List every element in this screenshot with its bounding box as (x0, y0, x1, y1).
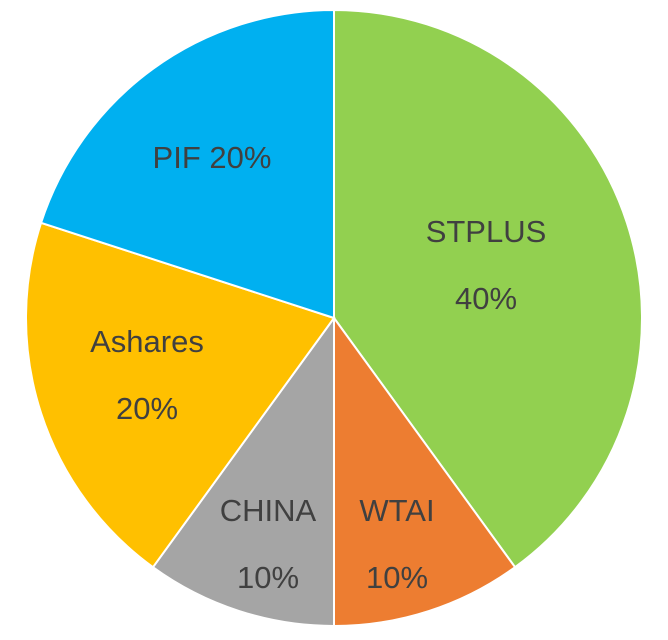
pie-slices (25, 8, 643, 628)
data-label-pif: PIF 20% (153, 140, 272, 175)
slice-pif (39, 8, 335, 320)
data-label-name: CHINA (220, 493, 317, 528)
data-label-wtai: WTAI 10% (359, 493, 434, 595)
slice-stplus (333, 8, 643, 569)
slice-wtai (333, 314, 517, 628)
data-label-china: CHINA 10% (220, 493, 317, 595)
data-label-name: STPLUS (426, 214, 547, 249)
slice-ashares (25, 221, 336, 569)
data-label-stplus: STPLUS 40% (426, 214, 547, 316)
slice-china (151, 314, 335, 628)
data-label-value: 20% (116, 391, 178, 426)
data-label-value: 10% (366, 560, 428, 595)
data-label-ashares: Ashares 20% (90, 324, 204, 426)
data-label-name: Ashares (90, 324, 204, 359)
data-label-value: 10% (237, 560, 299, 595)
data-label-value: 40% (455, 281, 517, 316)
pie-data-labels: STPLUS 40% WTAI 10% CHINA 10% Ashares 20% PIF 20… (90, 140, 546, 595)
data-label-name: WTAI (359, 493, 434, 528)
